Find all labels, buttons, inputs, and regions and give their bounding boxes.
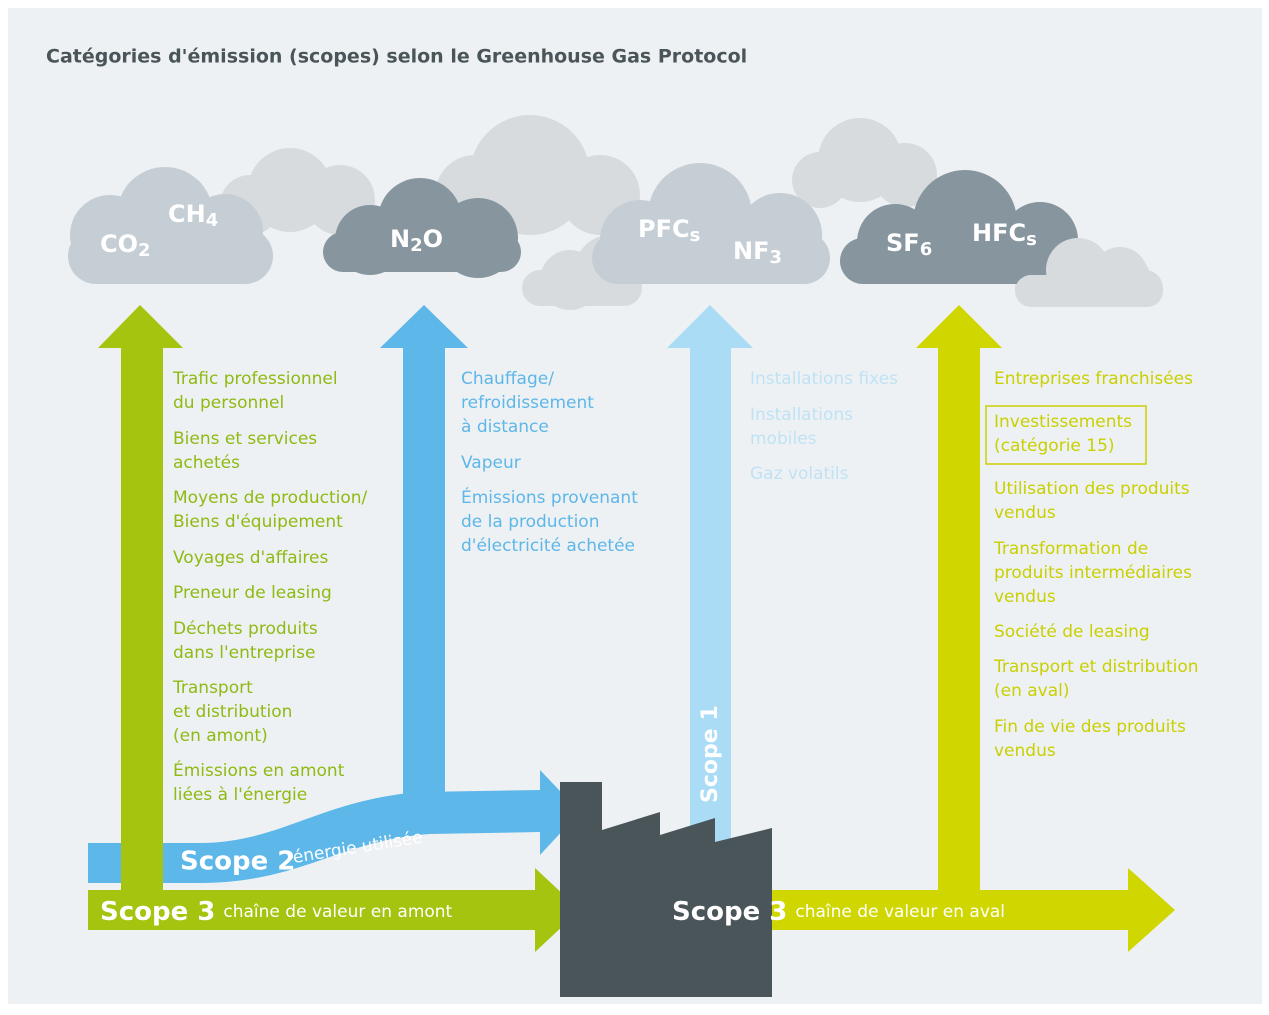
list-item: Biens et services [173,429,317,449]
list-item: Voyages d'affaires [173,548,329,568]
scope-caption: chaîne de valeur en aval [795,902,1005,922]
list-item: Chauffage/ [461,369,554,389]
scope-caption: chaîne de valeur en amont [223,902,452,922]
subscript: 4 [206,210,219,231]
list-item: Investissements [994,412,1132,432]
list-item: dans l'entreprise [173,643,315,663]
list-item: Émissions en amont [173,759,345,781]
list-item: de la production [461,512,599,532]
formula: SF [886,229,920,257]
list-item: Preneur de leasing [173,583,332,603]
highlight-box [985,405,1147,465]
list-item: Déchets produits [173,619,318,639]
list-item: Vapeur [461,453,521,473]
list-item: à distance [461,417,549,437]
list-item: Utilisation des produits [994,479,1190,499]
scope3-up-arrow [98,305,183,890]
scope-name: Scope 3 [100,897,215,927]
list-item: achetés [173,453,240,473]
list-item: refroidissement [461,393,594,413]
list-item: Fin de vie des produits [994,717,1186,737]
subscript: 6 [920,239,933,260]
list-item: (en amont) [173,726,268,746]
scope2-band [88,770,580,883]
formula: NF [733,237,769,265]
list-item: mobiles [750,429,817,449]
scope2-label: Scope 2 [180,847,295,877]
list-item: Émissions provenant [461,486,638,508]
list-item: (catégorie 15) [994,436,1115,456]
list-item: Biens d'équipement [173,512,343,532]
formula: HFC [972,219,1026,247]
list-item: (en aval) [994,681,1070,701]
subscript: s [690,225,701,246]
list-item: Transport et distribution [993,657,1199,677]
list-item: liées à l'énergie [173,785,307,805]
formula: PFC [638,215,690,243]
formula: CH [168,200,206,228]
list-item: Moyens de production/ [173,488,368,508]
scope3-down-band [658,868,1175,952]
subscript: 2 [138,240,151,261]
cloud-label: HFCs [972,219,1037,250]
cloud-label: PFCs [638,215,700,246]
subscript: 2 [410,235,423,256]
list-item: Transport [172,678,253,698]
subscript: 3 [769,247,782,268]
formula: O [423,225,443,253]
clouds-dark [323,170,1080,284]
list-item: du personnel [173,393,284,413]
scope2-arrow [380,305,468,812]
cloud-front [1015,238,1163,307]
list-item: produits intermédiaires [994,563,1192,583]
list-item: Trafic professionnel [172,369,338,389]
scope3-down-label: Scope 3 chaîne de valeur en aval [672,897,1005,927]
list-item: Installations fixes [750,369,898,389]
list-item: Transformation de [993,539,1148,559]
scope1-label: Scope 1 [698,705,723,803]
formula: N [390,225,410,253]
cloud-label: N2O [390,225,443,256]
list-item: Installations [750,405,853,425]
list-item: Entreprises franchisées [994,369,1193,389]
cloud-label: CH4 [168,200,218,231]
list-item: vendus [994,503,1056,523]
scope1-arrow [667,305,753,855]
factory [560,782,772,997]
title: Catégories d'émission (scopes) selon le … [46,46,747,68]
clouds-light [68,163,830,284]
list-item: d'électricité achetée [461,536,635,556]
cloud-label: SF6 [886,229,932,260]
scope3-down-arrow [916,305,1002,890]
list-item: et distribution [173,702,292,722]
list-item: Gaz volatils [750,464,849,484]
scope3-up-band [88,868,580,952]
formula: CO [100,230,138,258]
list-item: vendus [994,587,1056,607]
list-item: vendus [994,741,1056,761]
cloud-label: NF3 [733,237,782,268]
cloud-label: CO2 [100,230,151,261]
scope-name: Scope 3 [672,897,787,927]
subscript: s [1026,229,1037,250]
list-item: Société de leasing [994,622,1150,642]
scope3-up-label: Scope 3 chaîne de valeur en amont [100,897,453,927]
